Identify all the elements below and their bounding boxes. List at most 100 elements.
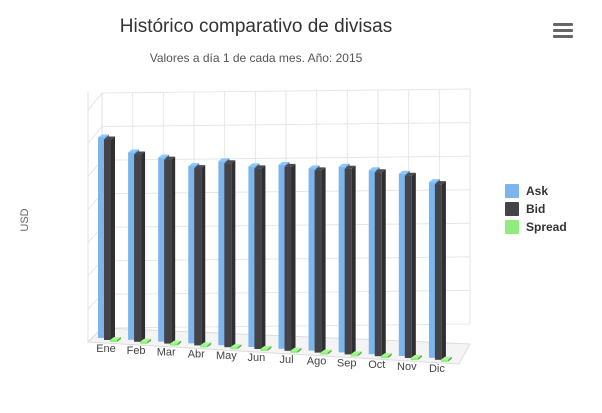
bar-bid-jul <box>284 163 296 351</box>
menu-bar <box>553 35 573 38</box>
bar-top <box>248 163 260 167</box>
bar-side <box>117 337 121 342</box>
bar-front <box>218 161 226 346</box>
bar-side <box>147 338 152 344</box>
bar-side <box>207 342 212 348</box>
bar-spread-may <box>230 344 242 350</box>
bar-top <box>158 154 170 158</box>
bar-top <box>194 165 206 169</box>
menu-bar <box>553 23 573 26</box>
legend-item-ask[interactable]: Ask <box>505 182 567 200</box>
bar-front <box>248 166 256 347</box>
x-tick-label: Nov <box>397 361 417 373</box>
bar-top <box>200 342 212 346</box>
legend-swatch-ask <box>505 184 519 198</box>
bar-top <box>164 156 176 160</box>
bar-bid-ene <box>104 136 115 340</box>
bar-side <box>297 347 302 353</box>
bar-bid-dic <box>434 181 446 360</box>
bar-top <box>380 353 392 357</box>
bar-bid-abr <box>194 165 206 346</box>
bar-top <box>338 163 350 167</box>
bar-top <box>440 356 452 360</box>
bar-spread-oct <box>380 353 392 359</box>
bar-side <box>411 172 416 358</box>
bar-top <box>110 337 121 340</box>
legend-swatch-spread <box>505 220 519 234</box>
bar-spread-ago <box>320 349 332 355</box>
bar-front <box>380 356 388 359</box>
bar-bid-feb <box>134 151 146 342</box>
bar-top <box>128 149 140 153</box>
bar-top <box>98 134 109 138</box>
bar-spread-jun <box>260 346 272 351</box>
bar-top <box>224 160 236 164</box>
bar-side <box>111 136 115 340</box>
bar-side <box>177 340 182 346</box>
chart-title: Histórico comparativo de divisas <box>119 16 393 37</box>
bar-front <box>428 182 436 358</box>
bar-side <box>201 165 206 346</box>
bar-spread-jul <box>290 347 302 353</box>
bar-front <box>134 154 142 342</box>
bar-top <box>218 158 230 162</box>
chart-subtitle: Valores a día 1 de cada mes. Año: 2015 <box>149 51 363 65</box>
bar-front <box>440 359 448 362</box>
legend: Ask Bid Spread <box>505 182 567 236</box>
bar-front <box>314 170 322 353</box>
bar-front <box>284 166 292 351</box>
bar-front <box>128 152 136 340</box>
bar-front <box>278 164 286 349</box>
hamburger-menu-icon[interactable] <box>553 23 573 41</box>
x-axis-labels: Ene Feb Mar Abr May Jun Jul Ago Sep Oct Nov Dic <box>96 343 445 375</box>
bar-side <box>237 344 242 350</box>
bar-top <box>344 165 356 169</box>
bar-front <box>98 137 105 338</box>
x-tick-label: Mar <box>157 347 176 359</box>
bar-spread-ene <box>110 337 121 342</box>
legend-label-spread: Spread <box>526 220 567 234</box>
x-tick-label: Oct <box>368 359 385 371</box>
legend-item-bid[interactable]: Bid <box>505 200 567 218</box>
legend-item-spread[interactable]: Spread <box>505 218 567 236</box>
bar-top <box>350 351 362 355</box>
bar-front <box>260 349 268 351</box>
bar-front <box>350 354 358 357</box>
bar-front <box>434 184 442 360</box>
x-tick-label: Feb <box>127 345 146 357</box>
bar-front <box>164 159 172 344</box>
bar-side <box>321 167 326 353</box>
bar-side <box>231 160 236 348</box>
legend-label-bid: Bid <box>526 202 546 216</box>
bar-front <box>170 343 178 346</box>
bar-bid-mar <box>164 156 176 344</box>
bar-front <box>308 168 316 351</box>
bar-side <box>291 163 296 351</box>
x-tick-label: Jun <box>248 352 266 364</box>
bar-spread-mar <box>170 340 182 346</box>
bar-spread-feb <box>140 338 152 344</box>
bar-front <box>110 340 117 342</box>
bar-spread-abr <box>200 342 212 348</box>
side-gridline <box>87 92 103 111</box>
bar-top <box>188 163 200 167</box>
bar-front <box>344 168 352 355</box>
bar-side <box>141 151 146 342</box>
bar-front <box>224 163 232 348</box>
bar-spread-dic <box>440 356 452 362</box>
x-tick-label: Dic <box>429 363 445 375</box>
bar-top <box>104 136 115 140</box>
side-gridline <box>87 126 103 144</box>
bar-top <box>170 340 182 344</box>
bar-front <box>404 175 412 358</box>
bar-bid-oct <box>374 169 386 357</box>
bar-side <box>417 355 422 360</box>
bar-bid-jun <box>254 165 266 349</box>
bar-top <box>260 346 272 349</box>
bar-side <box>447 356 452 362</box>
bar-side <box>381 169 386 357</box>
bar-front <box>290 350 298 353</box>
bar-top <box>140 338 152 342</box>
bar-front <box>320 352 328 355</box>
